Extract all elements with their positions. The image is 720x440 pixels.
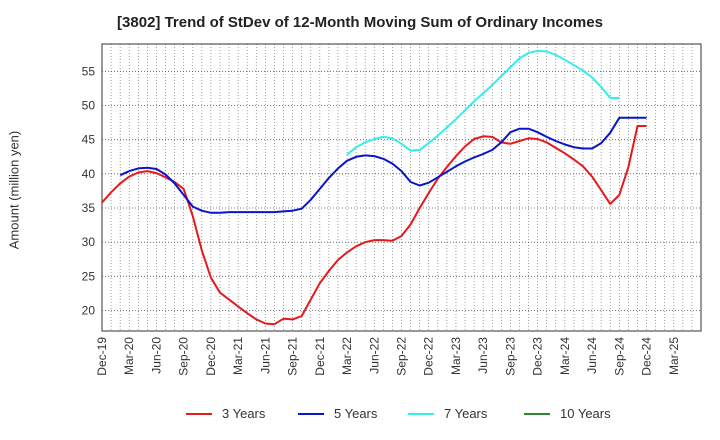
legend-label-5-years: 5 Years: [334, 406, 378, 421]
legend-label-7-years: 7 Years: [444, 406, 488, 421]
x-tick-label: Dec-21: [313, 337, 327, 376]
legend-item-3-years: 3 Years: [186, 406, 265, 421]
legend-swatch-3-years: [186, 412, 212, 415]
y-tick-label: 50: [82, 99, 96, 113]
x-tick-label: Mar-25: [667, 337, 681, 375]
x-tick-label: Jun-24: [585, 337, 599, 374]
x-tick-label: Jun-22: [367, 337, 381, 374]
x-tick-label: Sep-22: [395, 337, 409, 376]
y-tick-labels: 20 25 30 35 40 45 50 55: [82, 64, 96, 317]
y-tick-label: 25: [82, 269, 96, 283]
x-tick-label: Jun-23: [476, 337, 490, 374]
legend-item-7-years: 7 Years: [408, 406, 487, 421]
y-tick-label: 20: [82, 304, 96, 318]
x-tick-labels: Dec-19 Mar-20 Jun-20 Sep-20 Dec-20 Mar-21 Jun-…: [95, 337, 681, 376]
series-line-7-years: [346, 49, 620, 156]
series-lines: [101, 49, 647, 326]
y-tick-label: 35: [82, 201, 96, 215]
x-tick-label: Dec-22: [422, 337, 436, 376]
legend-label-3-years: 3 Years: [222, 406, 266, 421]
x-tick-label: Sep-21: [286, 337, 300, 376]
legend: 3 Years 5 Years 7 Years 10 Years: [0, 406, 720, 426]
x-tick-label: Jun-21: [258, 337, 272, 374]
y-tick-label: 40: [82, 167, 96, 181]
chart-title: [3802] Trend of StDev of 12-Month Moving…: [117, 14, 603, 31]
legend-item-5-years: 5 Years: [298, 406, 377, 421]
x-tick-label: Dec-24: [640, 337, 654, 376]
chart-canvas: 20 25 30 35 40 45 50 55 Dec-19 Mar-20 Jun-20 Sep-2…: [82, 43, 702, 376]
y-tick-label: 30: [82, 235, 96, 249]
legend-label-10-years: 10 Years: [560, 406, 611, 421]
legend-item-10-years: 10 Years: [524, 406, 611, 421]
x-tick-label: Sep-24: [612, 337, 626, 376]
legend-swatch-5-years: [298, 412, 324, 415]
grid-lines: [102, 44, 701, 331]
y-tick-label: 45: [82, 133, 96, 147]
x-tick-label: Sep-20: [177, 337, 191, 376]
legend-swatch-10-years: [524, 412, 550, 415]
series-line-5-years: [119, 116, 647, 214]
x-tick-label: Jun-20: [149, 337, 163, 374]
x-tick-label: Dec-23: [531, 337, 545, 376]
series-line-3-years: [101, 125, 647, 326]
plot-frame: [101, 43, 702, 332]
x-tick-label: Dec-20: [204, 337, 218, 376]
x-tick-label: Mar-21: [231, 337, 245, 375]
x-tick-label: Dec-19: [95, 337, 109, 376]
legend-swatch-7-years: [408, 412, 434, 415]
x-tick-label: Sep-23: [503, 337, 517, 376]
x-tick-label: Mar-20: [122, 337, 136, 375]
x-tick-label: Mar-23: [449, 337, 463, 375]
x-tick-label: Mar-24: [558, 337, 572, 375]
x-tick-label: Mar-22: [340, 337, 354, 375]
y-tick-label: 55: [82, 64, 96, 78]
plot-border: [101, 43, 702, 332]
